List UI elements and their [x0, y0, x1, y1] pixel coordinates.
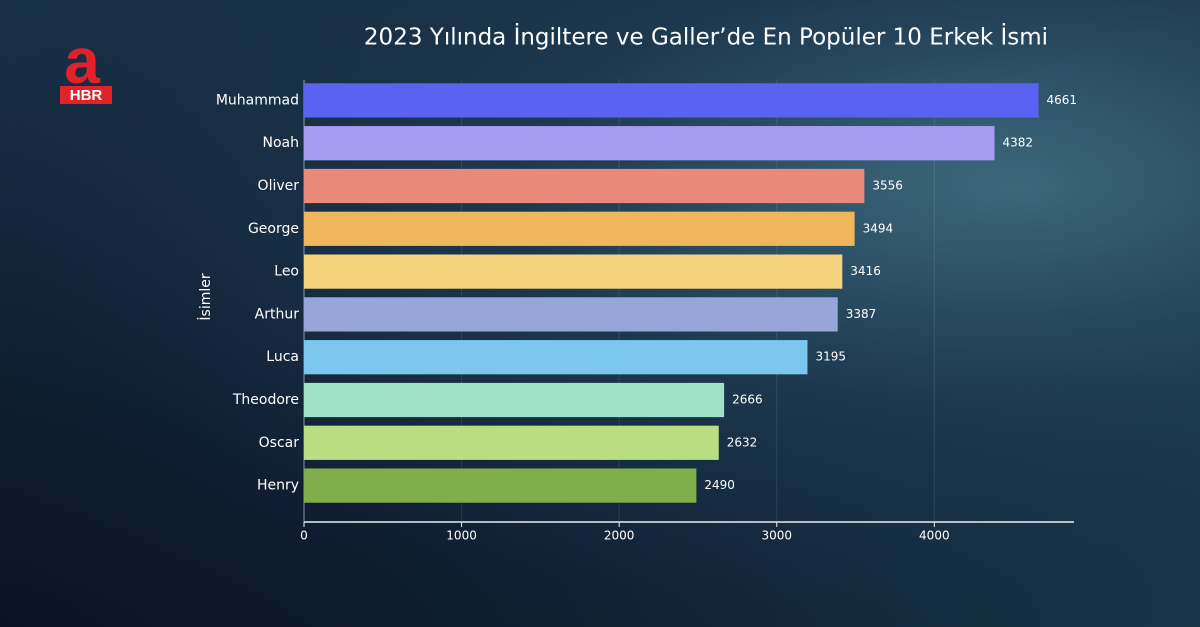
value-label: 2632	[727, 435, 758, 449]
y-tick-label: George	[248, 221, 299, 237]
bar	[304, 211, 855, 246]
value-label: 4382	[1003, 136, 1034, 150]
y-axis-label: İsimler	[196, 273, 214, 320]
logo-letter: a	[64, 25, 100, 97]
y-tick-label: Theodore	[232, 392, 299, 408]
value-label: 3556	[872, 179, 903, 193]
value-label: 3494	[863, 221, 894, 235]
value-label: 4661	[1046, 93, 1077, 107]
y-tick-label: Noah	[263, 135, 300, 151]
y-tick-label: Leo	[274, 264, 299, 280]
bar	[304, 340, 808, 375]
y-tick-label: Muhammad	[216, 92, 299, 108]
x-tick-label: 1000	[446, 529, 477, 543]
y-tick-label: Luca	[266, 349, 299, 365]
y-tick-label: Oliver	[258, 178, 300, 194]
bar	[304, 468, 697, 503]
bar	[304, 425, 719, 460]
y-tick-label: Oscar	[259, 435, 300, 451]
logo-box	[60, 86, 112, 104]
logo: a HBR	[60, 25, 112, 104]
bar	[304, 382, 725, 418]
value-label: 2490	[704, 478, 735, 492]
bar	[304, 126, 995, 161]
bar	[304, 254, 843, 289]
chart-title: 2023 Yılında İngiltere ve Galler’de En P…	[364, 23, 1048, 51]
x-tick-label: 3000	[761, 529, 792, 543]
logo-text: HBR	[70, 87, 103, 104]
bar	[304, 168, 865, 204]
x-tick-label: 0	[300, 529, 308, 543]
bar	[304, 83, 1039, 118]
value-label: 2666	[732, 393, 763, 407]
bar	[304, 297, 838, 332]
value-label: 3387	[846, 307, 877, 321]
value-label: 3416	[850, 264, 881, 278]
x-tick-label: 2000	[604, 529, 635, 543]
y-tick-label: Arthur	[255, 306, 300, 322]
y-tick-label: Henry	[257, 478, 299, 494]
value-label: 3195	[815, 350, 846, 364]
x-tick-label: 4000	[919, 529, 950, 543]
